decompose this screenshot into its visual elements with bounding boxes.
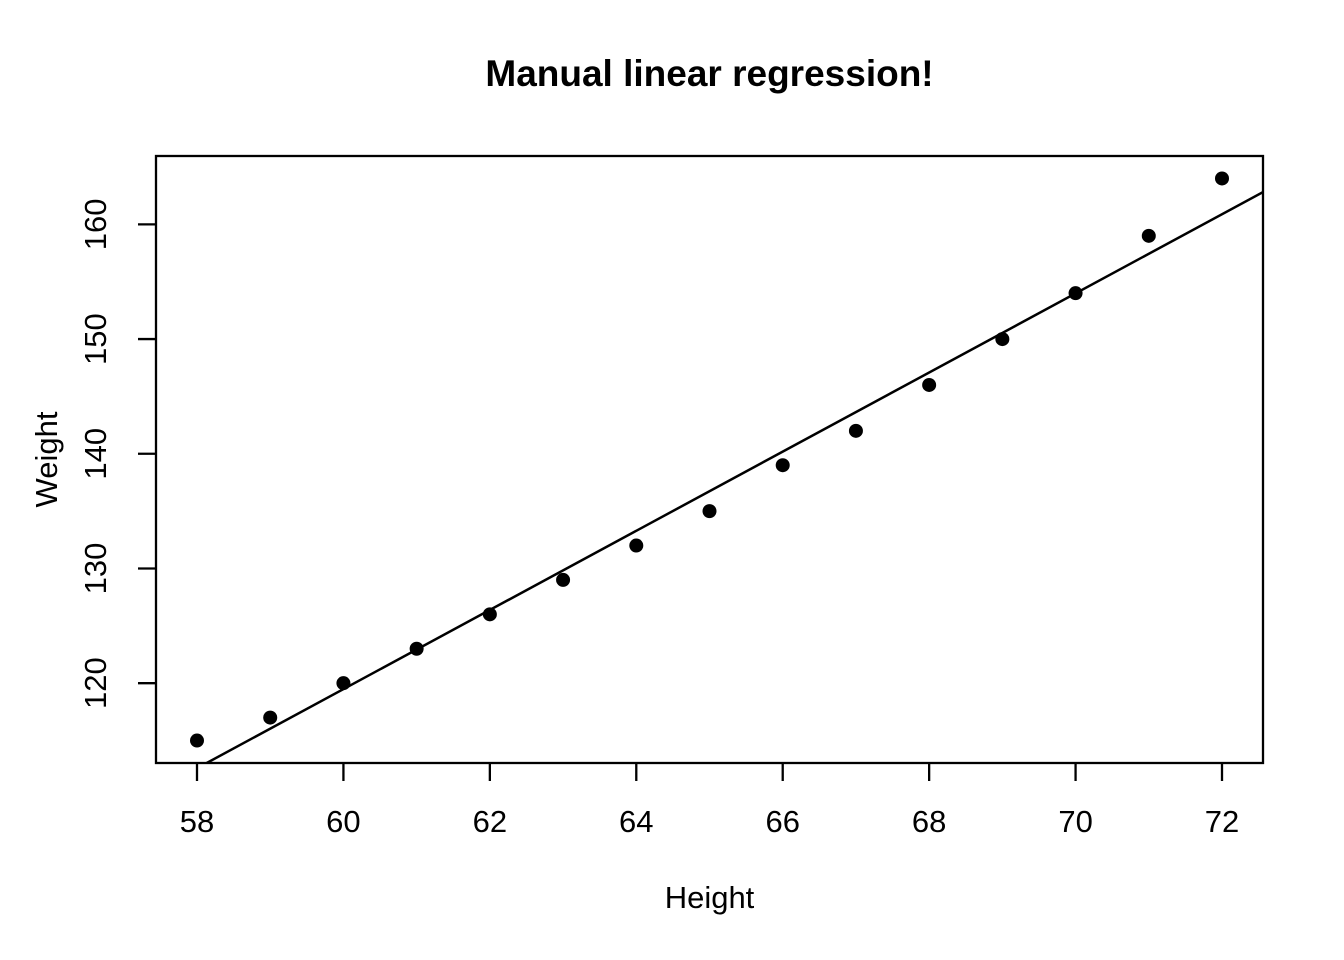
data-point (702, 504, 717, 519)
x-tick-label: 70 (1058, 804, 1092, 839)
x-tick-label: 58 (180, 804, 214, 839)
y-tick-label: 120 (78, 657, 113, 709)
data-point (556, 572, 571, 587)
data-point (922, 377, 937, 392)
data-point (995, 332, 1010, 347)
x-tick-label: 64 (619, 804, 653, 839)
data-point (775, 458, 790, 473)
data-point (1068, 286, 1083, 301)
data-point (263, 710, 278, 725)
y-tick-label: 160 (78, 198, 113, 250)
data-point (336, 676, 351, 691)
y-tick-label: 130 (78, 543, 113, 595)
x-axis-label: Height (665, 880, 755, 915)
data-point (848, 423, 863, 438)
data-point (1215, 171, 1229, 186)
data-point (190, 733, 204, 748)
x-tick-label: 72 (1205, 804, 1239, 839)
data-point (1141, 228, 1156, 243)
x-tick-label: 66 (765, 804, 799, 839)
x-tick-label: 68 (912, 804, 946, 839)
regression-line (204, 190, 1263, 763)
data-point (629, 538, 644, 553)
data-point (482, 607, 497, 622)
y-axis-label: Weight (29, 411, 64, 507)
plot-border (154, 154, 1265, 765)
y-tick-label: 150 (78, 313, 113, 365)
x-tick-label: 60 (326, 804, 360, 839)
data-point (409, 641, 424, 656)
chart-title: Manual linear regression! (485, 53, 933, 94)
y-tick-label: 140 (78, 428, 113, 480)
x-tick-label: 62 (473, 804, 507, 839)
